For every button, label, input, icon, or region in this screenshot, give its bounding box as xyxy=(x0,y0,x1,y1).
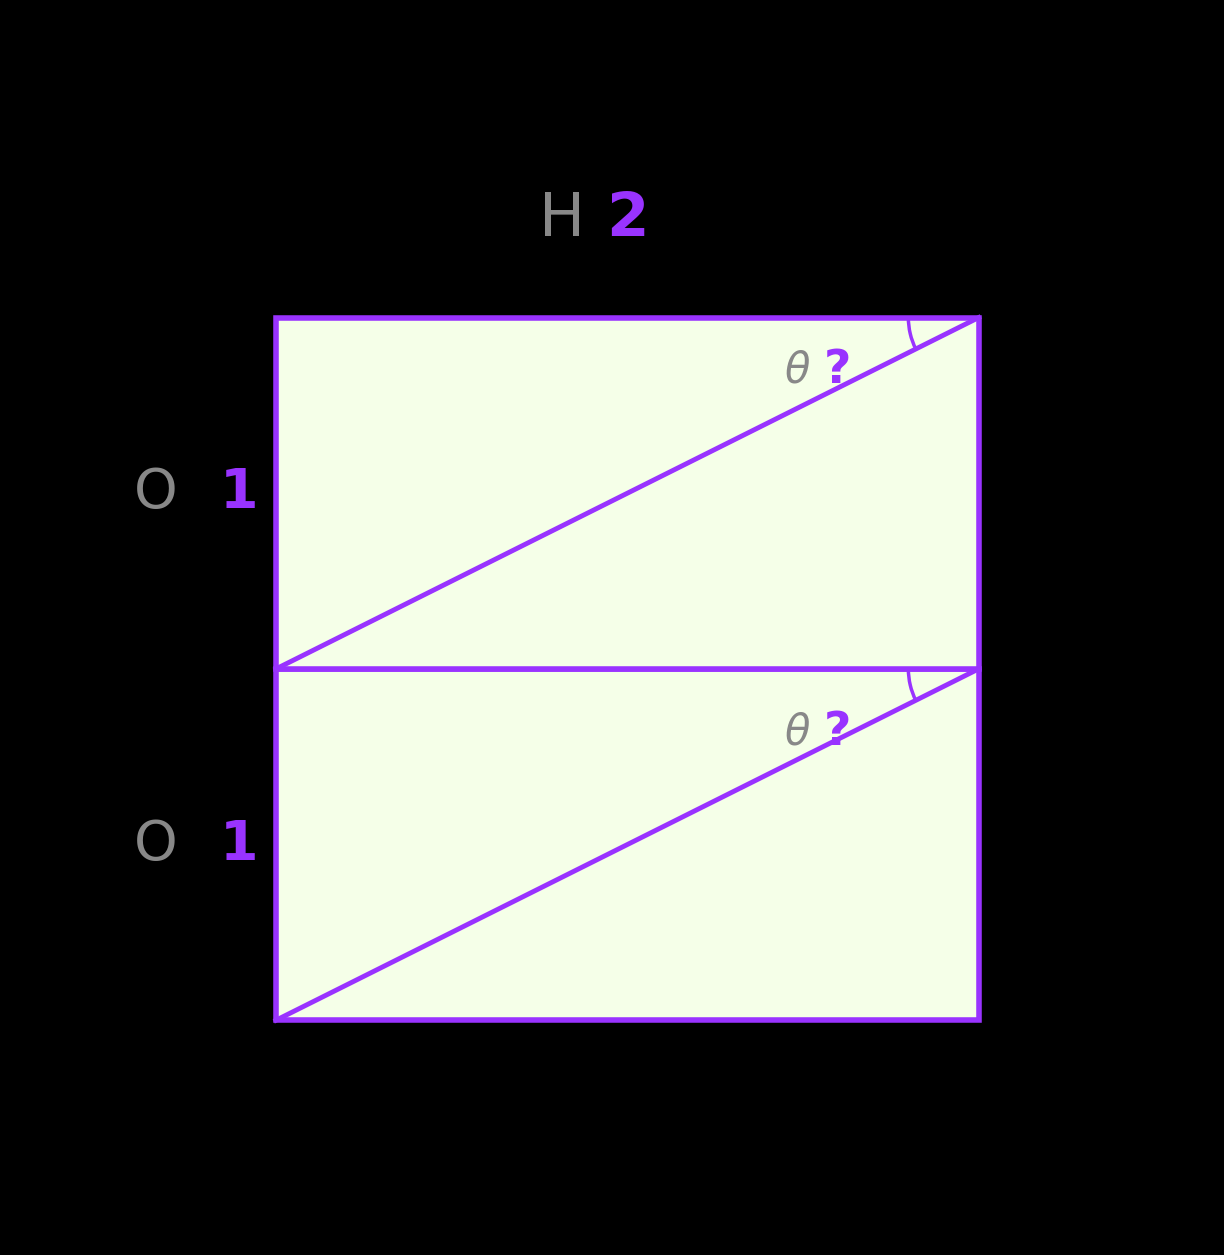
Text: H: H xyxy=(539,190,585,248)
Bar xyxy=(275,318,979,669)
Text: 1: 1 xyxy=(220,467,258,521)
Text: θ: θ xyxy=(785,712,810,753)
Bar xyxy=(275,669,979,1020)
Text: ?: ? xyxy=(824,709,852,754)
Text: ?: ? xyxy=(824,348,852,393)
Text: 2: 2 xyxy=(606,190,649,248)
Text: 1: 1 xyxy=(220,817,258,871)
Text: O: O xyxy=(133,467,177,521)
Text: θ: θ xyxy=(785,349,810,392)
Text: O: O xyxy=(133,817,177,871)
